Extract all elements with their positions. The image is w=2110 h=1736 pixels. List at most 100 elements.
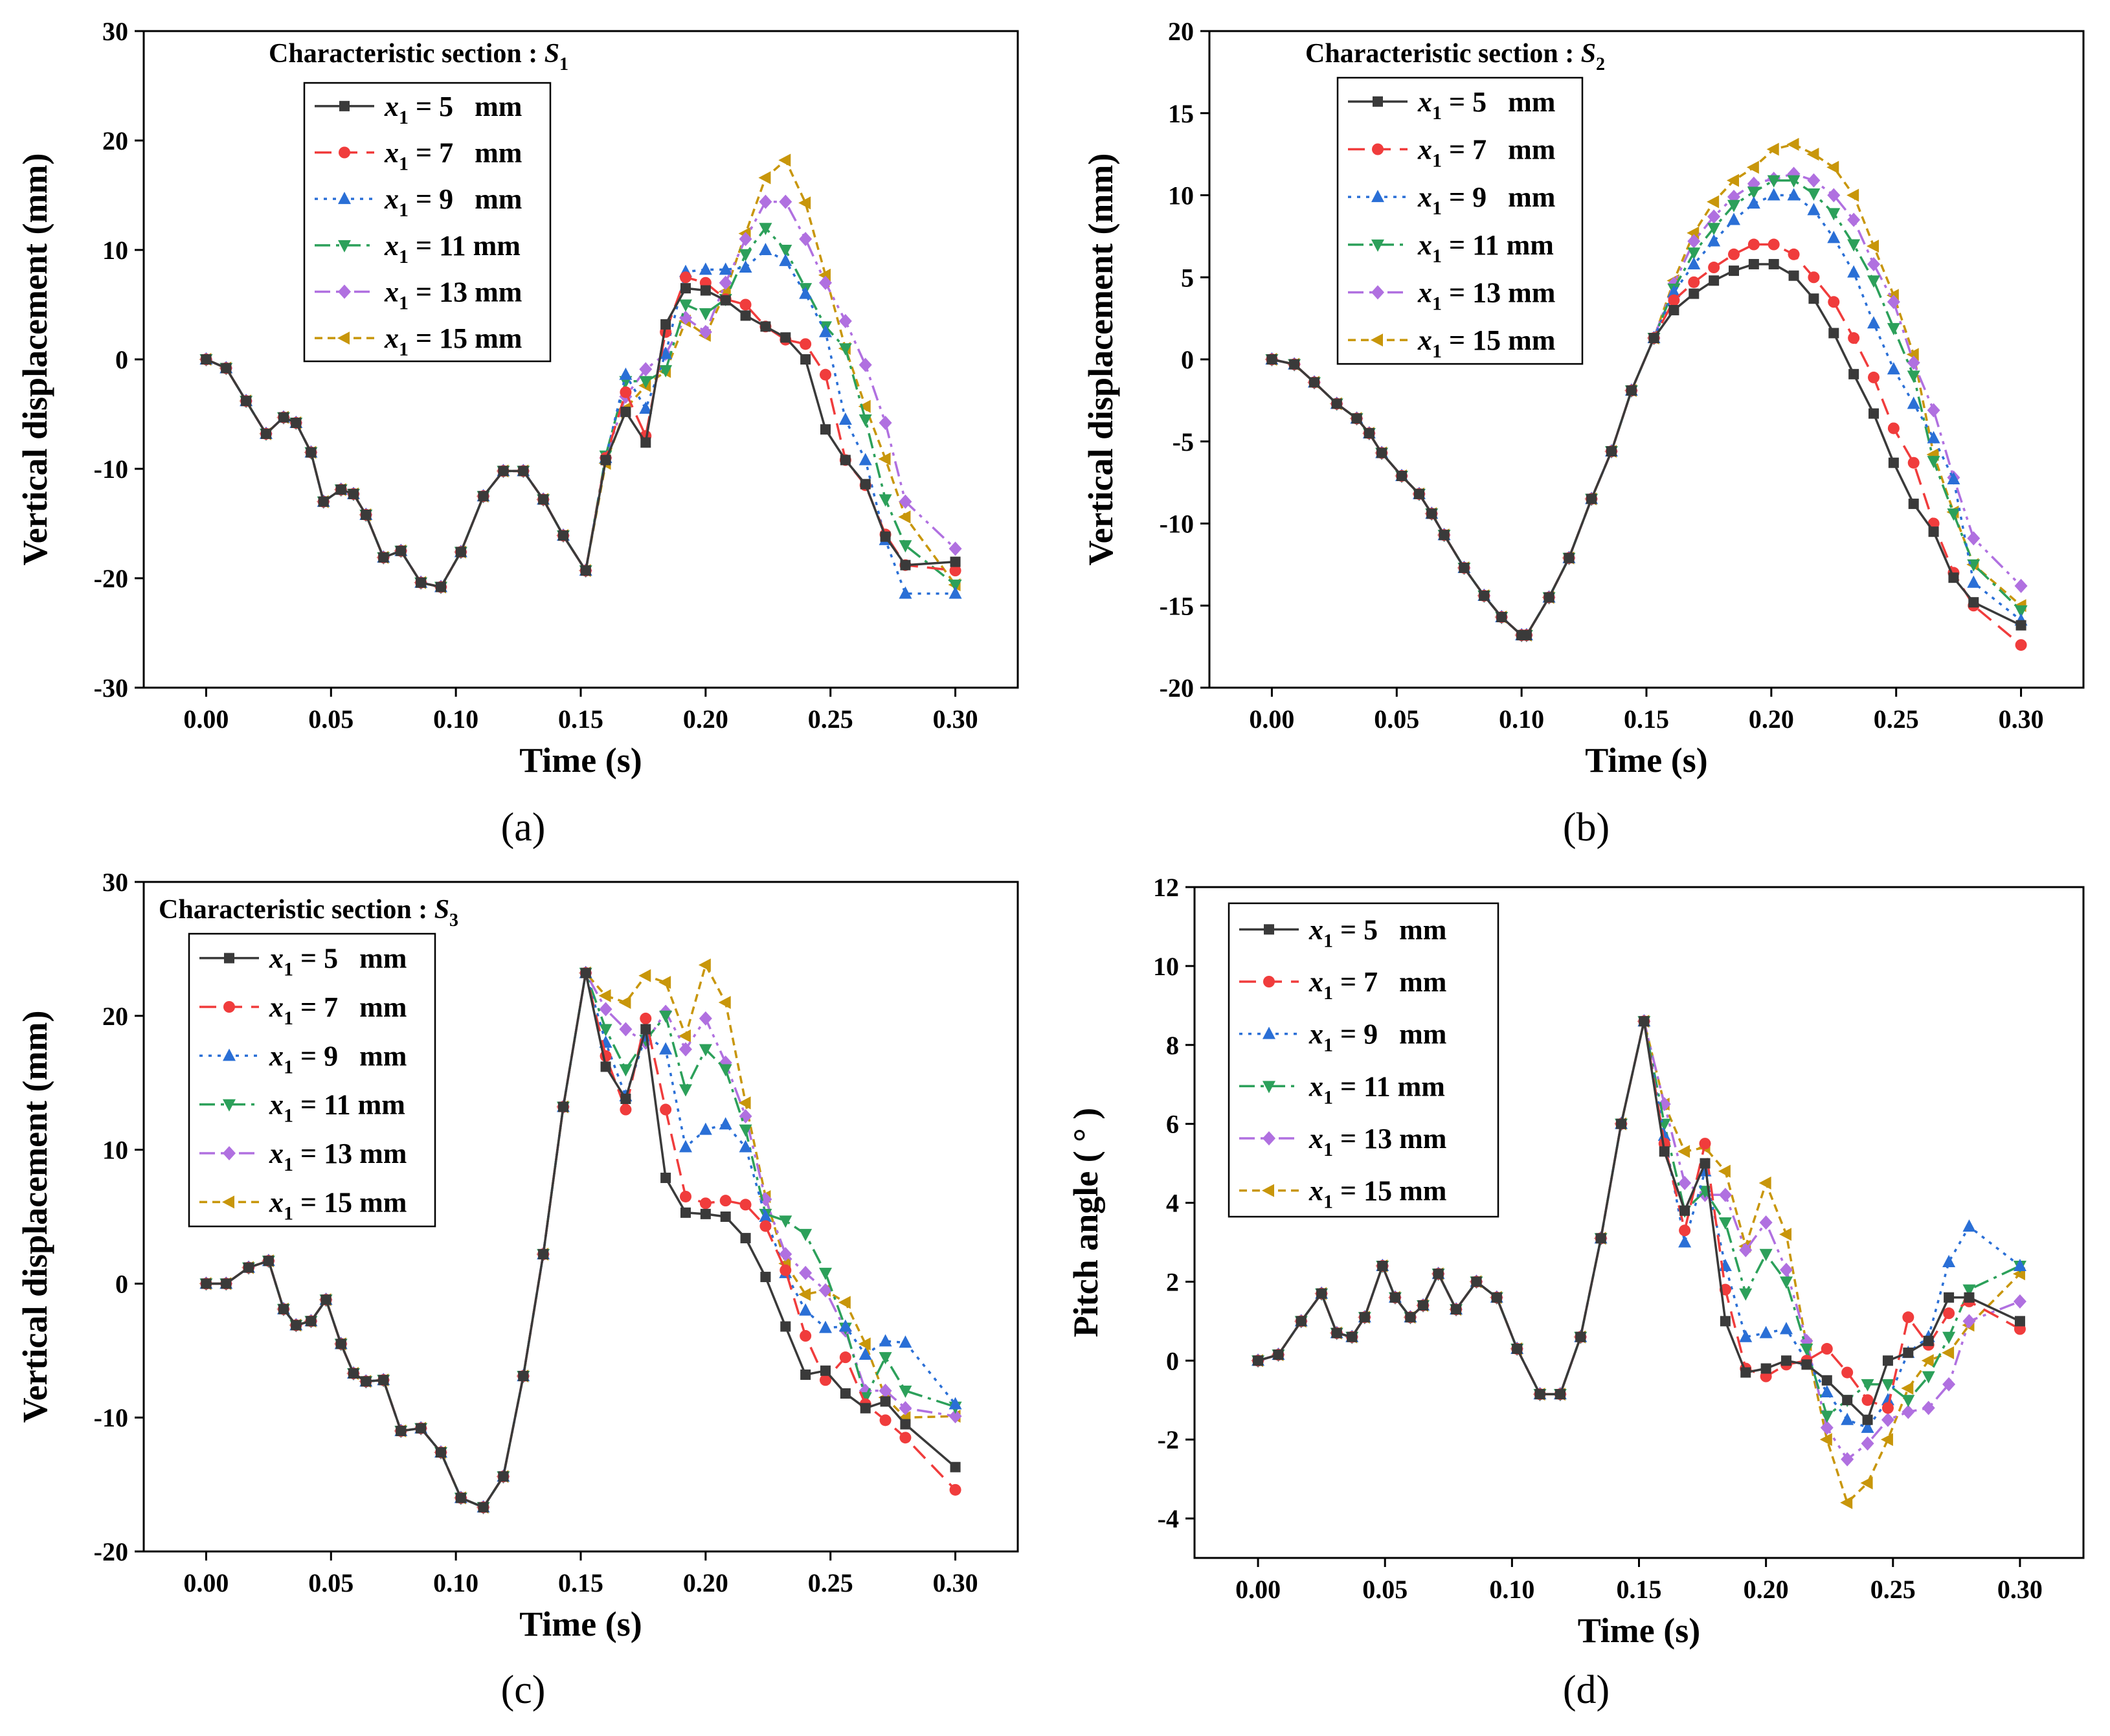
data-point [1331, 1327, 1342, 1338]
x-tick-label: 0.30 [933, 705, 978, 734]
data-point [838, 343, 852, 356]
legend: x1 = 5 mm x1 = 7 mm x1 = 9 mm x1 = 11 mm x1 … [1336, 76, 1584, 365]
data-point [1819, 1433, 1832, 1447]
data-point [1316, 1288, 1327, 1299]
data-point [720, 295, 731, 306]
data-point [1747, 196, 1760, 209]
legend-item: x1 = 7 mm [1239, 966, 1446, 1004]
data-point [719, 262, 732, 275]
section-title: Characteristic section : S2 [1305, 39, 1605, 74]
data-point [1968, 597, 1979, 608]
data-point [838, 1296, 851, 1309]
data-point [1426, 508, 1437, 519]
data-point [1414, 488, 1424, 499]
data-point [950, 1461, 961, 1472]
data-point [760, 1272, 771, 1283]
data-point [859, 1347, 872, 1360]
y-tick-label: 8 [1166, 1031, 1179, 1060]
legend-item: x1 = 15 mm [199, 1186, 407, 1224]
data-point [1679, 1205, 1690, 1216]
data-point [1700, 1158, 1711, 1169]
data-point [1788, 248, 1800, 260]
data-point [1678, 1235, 1692, 1248]
x-axis-title: Time (s) [1585, 741, 1707, 780]
data-point [758, 171, 771, 185]
data-point [639, 401, 653, 414]
legend-box [303, 82, 552, 363]
data-point [1861, 1379, 1874, 1392]
legend-item: x1 = 11 mm [1348, 229, 1554, 267]
data-point [1739, 1243, 1753, 1257]
data-point [739, 232, 752, 247]
legend-swatch-marker [224, 953, 234, 964]
data-point [1927, 403, 1940, 418]
data-point [1880, 1433, 1893, 1447]
data-point [263, 1256, 274, 1267]
data-point [840, 1388, 851, 1399]
data-point [798, 196, 811, 210]
data-point [1727, 174, 1739, 187]
y-tick-label: -4 [1158, 1504, 1179, 1533]
data-point [659, 365, 673, 378]
data-point [680, 1207, 691, 1218]
legend-item: x1 = 13 mm [1348, 277, 1555, 315]
data-point [948, 541, 962, 556]
data-point [1359, 1312, 1370, 1323]
data-point [318, 496, 329, 507]
data-point [1962, 1219, 1976, 1232]
data-point [1564, 552, 1575, 563]
y-axis-title: Pitch angle ( ° ) [1066, 1108, 1105, 1338]
data-point [1626, 385, 1637, 396]
legend-label: x1 = 13 mm [1308, 1123, 1446, 1160]
data-point [800, 354, 811, 365]
data-point [1903, 1347, 1914, 1358]
data-point [538, 1248, 549, 1259]
data-point [1273, 1349, 1284, 1360]
data-point [779, 194, 792, 209]
data-point [1687, 234, 1701, 249]
data-point [949, 565, 961, 577]
legend-label: x1 = 9 mm [269, 1040, 407, 1077]
data-point [739, 1124, 752, 1137]
data-point [1868, 371, 1880, 383]
data-point [1867, 256, 1880, 271]
data-point [779, 245, 792, 257]
data-point [243, 1262, 254, 1273]
data-point [1942, 1377, 1956, 1392]
data-point [1759, 1248, 1773, 1261]
x-tick-label: 0.00 [1235, 1575, 1281, 1604]
data-point [2014, 1316, 2025, 1327]
y-tick-label: -20 [94, 1537, 128, 1566]
data-point [1418, 1300, 1429, 1311]
legend-swatch-marker [1371, 190, 1384, 203]
x-tick-label: 0.20 [1749, 705, 1794, 734]
data-point [1586, 493, 1597, 504]
data-point [699, 324, 712, 339]
series-5mm [201, 967, 961, 1513]
data-point [600, 1061, 611, 1072]
data-point [1740, 1367, 1751, 1378]
data-point [1459, 562, 1470, 573]
data-point [899, 1385, 912, 1398]
data-point [799, 286, 813, 299]
data-point [880, 1396, 891, 1407]
data-point [1595, 1233, 1606, 1244]
y-tick-label: 30 [102, 17, 128, 46]
data-point [416, 1423, 427, 1434]
data-point [1841, 1366, 1854, 1379]
data-point [739, 299, 752, 311]
data-point [778, 153, 791, 167]
y-tick-label: 10 [102, 236, 128, 265]
section-title: Characteristic section : S1 [269, 39, 568, 74]
data-point [1842, 1395, 1853, 1406]
data-point [800, 338, 812, 350]
data-point [1521, 629, 1532, 640]
data-point [558, 530, 568, 541]
data-point [1768, 258, 1779, 269]
data-point [880, 531, 891, 542]
data-point [819, 324, 832, 337]
data-point [950, 556, 961, 567]
data-point [1808, 271, 1820, 284]
y-tick-label: 10 [1168, 181, 1194, 210]
chart-panel-b: 0.00 0.05 0.10 0.15 0.20 0.25 0.30 -20 -15 -10 -5 0… [1081, 17, 2085, 850]
